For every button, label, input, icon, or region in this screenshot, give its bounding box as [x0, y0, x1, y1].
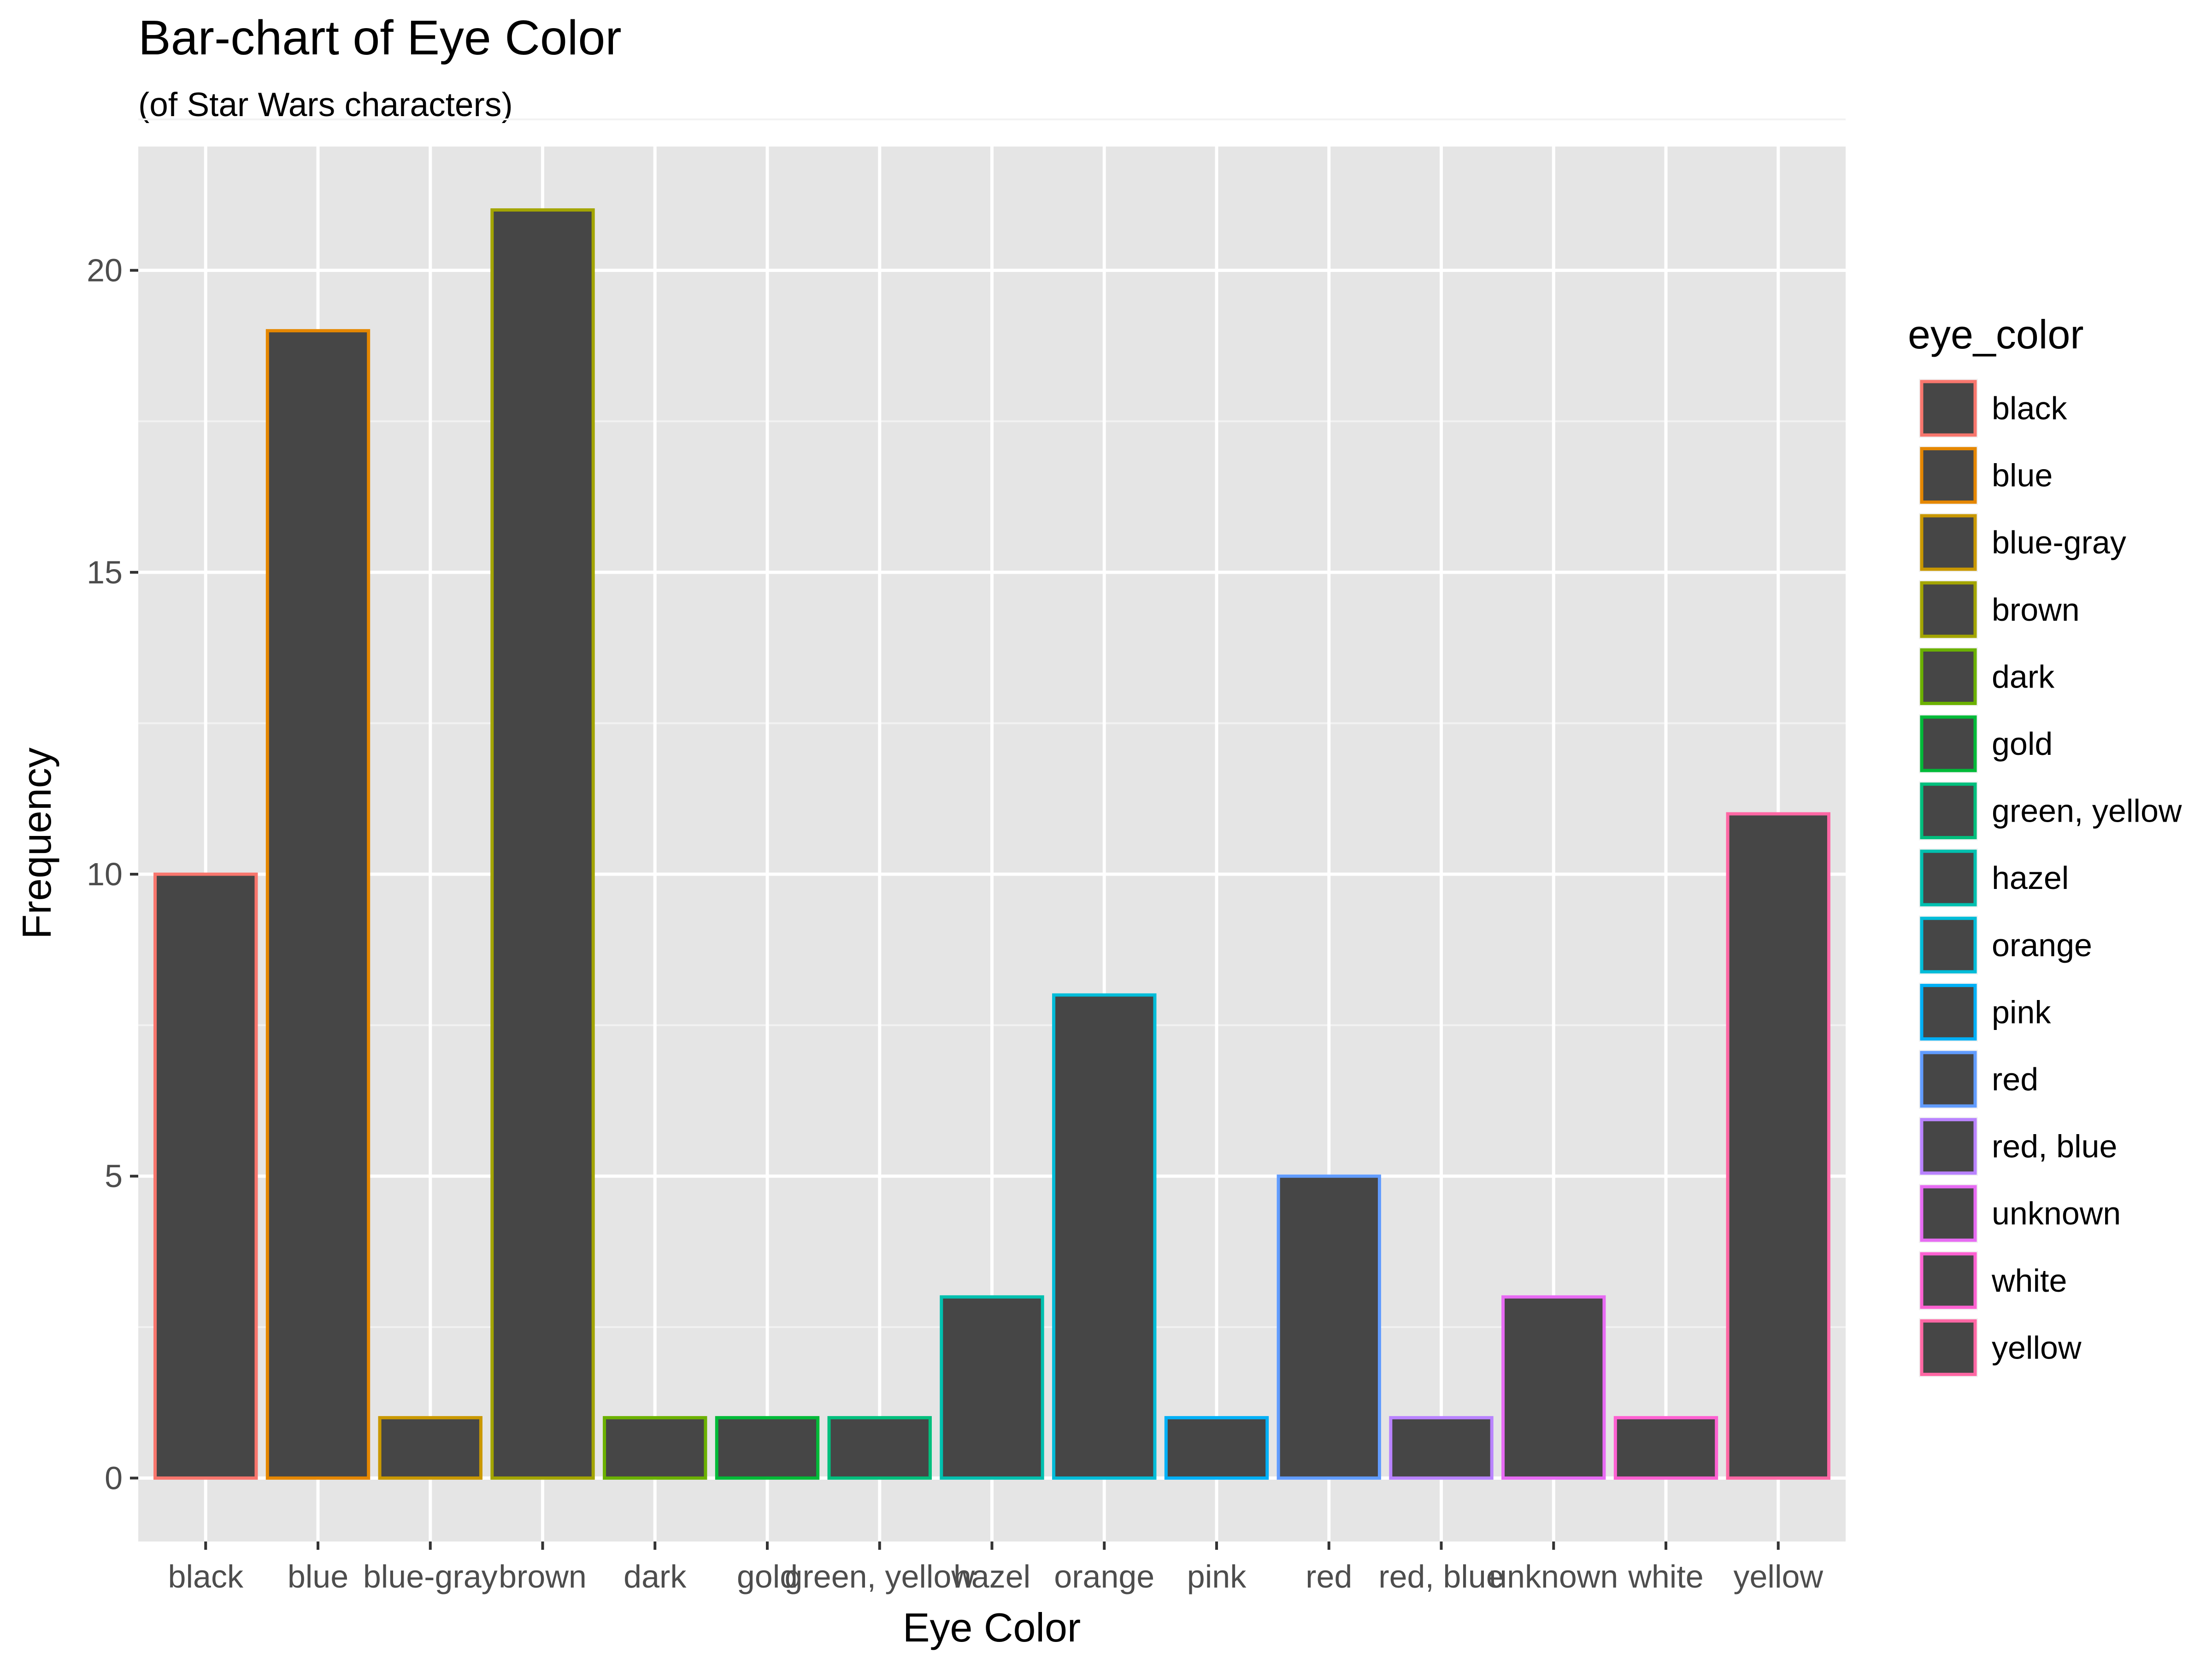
legend-swatch-red	[1920, 1051, 1977, 1108]
bar-unknown	[1501, 1295, 1606, 1480]
bar-blue	[265, 329, 371, 1480]
x-tick-label: brown	[499, 1559, 587, 1594]
legend-label: orange	[1992, 927, 2092, 963]
bar-brown	[490, 208, 595, 1480]
bar-green-yellow	[827, 1416, 932, 1480]
legend-label: dark	[1992, 659, 2055, 694]
x-tick-label: pink	[1187, 1559, 1247, 1594]
bar-black	[153, 872, 258, 1480]
x-tick-label: yellow	[1733, 1559, 1823, 1594]
x-tick-label: hazel	[953, 1559, 1030, 1594]
legend-label: white	[1991, 1263, 2067, 1299]
legend-label: brown	[1992, 592, 2080, 628]
legend-swatch-pink	[1920, 983, 1977, 1041]
bars	[153, 208, 1830, 1480]
legend-swatch-hazel	[1920, 849, 1977, 906]
y-tick-label: 5	[105, 1158, 123, 1194]
legend-swatch-dark	[1920, 648, 1977, 705]
bar-pink	[1164, 1416, 1269, 1480]
bar-blue-gray	[378, 1416, 482, 1480]
legend-label: black	[1992, 390, 2067, 426]
bar-red	[1277, 1174, 1381, 1480]
legend-swatch-green-yellow	[1920, 782, 1977, 840]
legend-swatch-orange	[1920, 917, 1977, 974]
bar-dark	[603, 1416, 707, 1480]
bar-red-blue	[1389, 1416, 1494, 1480]
legend-swatch-black	[1920, 380, 1977, 437]
legend-label: blue-gray	[1992, 524, 2126, 560]
bar-white	[1613, 1416, 1718, 1480]
x-tick-label: black	[168, 1559, 244, 1594]
x-tick-label: unknown	[1489, 1559, 1618, 1594]
x-tick-label: red	[1306, 1559, 1352, 1594]
y-tick-label: 20	[87, 253, 123, 288]
legend-label: red, blue	[1992, 1129, 2117, 1165]
legend-swatch-brown	[1920, 581, 1977, 638]
legend-label: green, yellow	[1992, 793, 2182, 829]
x-tick-label: blue-gray	[363, 1559, 498, 1594]
x-tick-label: blue	[288, 1559, 348, 1594]
x-tick-label: gold	[737, 1559, 798, 1594]
x-tick-label: white	[1628, 1559, 1703, 1594]
legend-label: pink	[1992, 994, 2051, 1030]
legend-title: eye_color	[1908, 312, 2084, 357]
y-tick-label: 15	[87, 554, 123, 590]
chart-title: Bar-chart of Eye Color	[138, 11, 622, 65]
legend-swatch-blue-gray	[1920, 514, 1977, 571]
legend-swatch-blue	[1920, 447, 1977, 504]
bar-gold	[715, 1416, 820, 1480]
chart-subtitle: (of Star Wars characters)	[138, 86, 513, 124]
legend-label: gold	[1992, 726, 2053, 762]
y-axis: 0 5 10 15 20	[87, 253, 138, 1496]
bar-hazel	[940, 1295, 1044, 1480]
legend-label: yellow	[1992, 1330, 2082, 1365]
y-tick-label: 0	[105, 1460, 123, 1496]
bar-orange	[1052, 993, 1157, 1480]
legend-swatch-yellow	[1920, 1319, 1977, 1376]
x-tick-label: dark	[624, 1559, 687, 1594]
legend-swatch-red-blue	[1920, 1118, 1977, 1175]
x-axis-title: Eye Color	[903, 1605, 1081, 1650]
y-axis-title: Frequency	[14, 747, 59, 939]
x-tick-label: orange	[1054, 1559, 1154, 1594]
legend: eye_color black blue blue-gray brown dark gol…	[1908, 312, 2182, 1377]
legend-swatch-white	[1920, 1252, 1977, 1309]
y-tick-label: 10	[87, 856, 123, 892]
legend-swatch-unknown	[1920, 1185, 1977, 1242]
legend-label: blue	[1992, 458, 2053, 494]
legend-label: red	[1992, 1061, 2038, 1097]
legend-swatch-gold	[1920, 715, 1977, 772]
x-tick-label: red, blue	[1378, 1559, 1504, 1594]
legend-label: unknown	[1992, 1195, 2121, 1231]
legend-label: hazel	[1992, 860, 2069, 896]
bar-yellow	[1726, 812, 1830, 1480]
x-tick-label: green, yellow	[785, 1559, 975, 1594]
